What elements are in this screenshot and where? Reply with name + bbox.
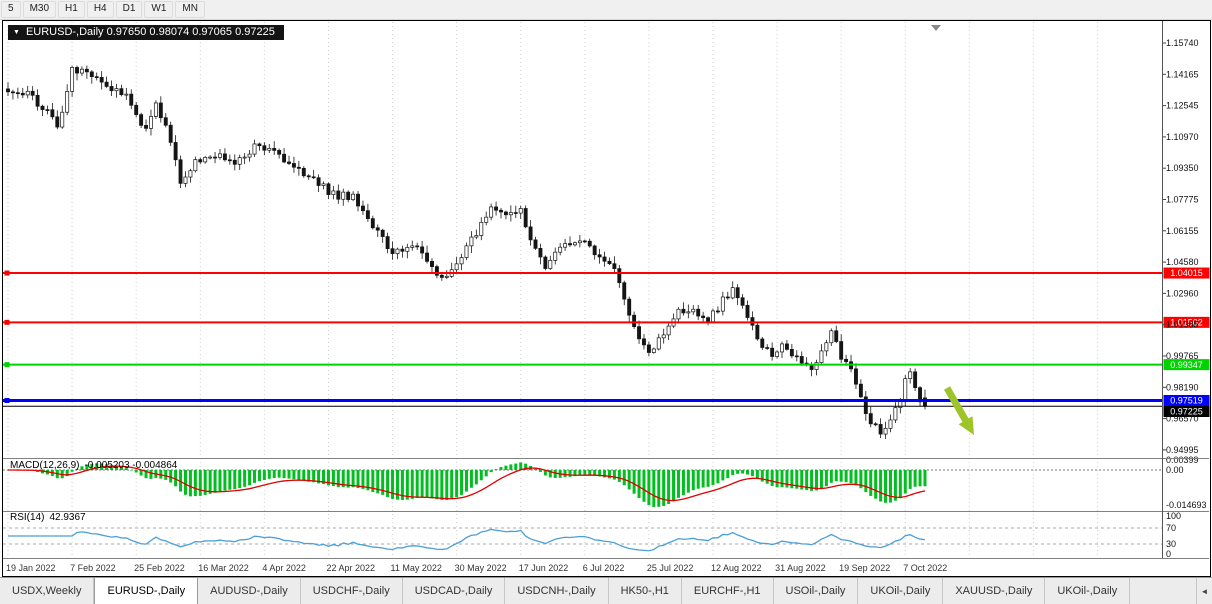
panel-borders	[2, 20, 1211, 577]
horizontal-lines-layer: 1.04015 1.01502 0.99347 0.97519	[3, 267, 1210, 406]
svg-text:100: 100	[1166, 511, 1181, 521]
svg-text:1.06155: 1.06155	[1166, 226, 1199, 236]
svg-text:16 Mar 2022: 16 Mar 2022	[198, 563, 249, 573]
timeframe-button-h1[interactable]: H1	[58, 1, 85, 18]
svg-text:11 May 2022: 11 May 2022	[391, 563, 442, 573]
chart-window: 1.04015 1.01502 0.99347 0.97519 0.97225 1.157…	[0, 20, 1212, 577]
current-price-layer: 0.97225	[3, 405, 1210, 417]
svg-text:25 Jul 2022: 25 Jul 2022	[647, 563, 694, 573]
price-axis: 1.15740 1.14165 1.12545 1.10970 1.09350 1.077…	[1162, 38, 1199, 455]
svg-text:25 Feb 2022: 25 Feb 2022	[134, 563, 185, 573]
svg-text:0.94995: 0.94995	[1166, 445, 1199, 455]
svg-text:0.99347: 0.99347	[1170, 360, 1203, 370]
tab-eurchf-h1[interactable]: EURCHF-,H1	[681, 578, 774, 604]
timeframe-button-5[interactable]: 5	[1, 1, 21, 18]
svg-text:30 May 2022: 30 May 2022	[455, 563, 507, 573]
svg-text:1.02960: 1.02960	[1166, 288, 1199, 298]
svg-text:1.10970: 1.10970	[1166, 132, 1199, 142]
svg-text:7 Oct 2022: 7 Oct 2022	[903, 563, 947, 573]
svg-text:1.07775: 1.07775	[1166, 195, 1199, 205]
tab-ukoil-daily[interactable]: UKOil-,Daily	[1045, 578, 1131, 604]
chart-canvas[interactable]: 1.040151.015020.993470.975190.972251.157…	[0, 20, 1212, 577]
tab-ukoil-daily[interactable]: UKOil-,Daily	[858, 578, 944, 604]
rsi-value: 42.9367	[49, 512, 86, 523]
svg-text:70: 70	[1166, 523, 1176, 533]
macd-indicator-label: MACD(12,26,9) -0.005203 -0.004864	[10, 460, 177, 471]
svg-text:19 Sep 2022: 19 Sep 2022	[839, 563, 890, 573]
rsi-axis: 100 70 300	[1166, 511, 1181, 559]
svg-text:0.98190: 0.98190	[1166, 382, 1199, 392]
grid-lines	[7, 22, 1099, 558]
tab-scroll-left-button[interactable]: ◄	[1196, 578, 1212, 604]
svg-text:0.97225: 0.97225	[1170, 407, 1203, 417]
tab-usoil-daily[interactable]: USOil-,Daily	[773, 578, 859, 604]
chart-title-text: EURUSD-,Daily 0.97650 0.98074 0.97065 0.…	[25, 26, 275, 38]
svg-text:0.96570: 0.96570	[1166, 414, 1199, 424]
tab-usdcad-daily[interactable]: USDCAD-,Daily	[402, 578, 506, 604]
svg-text:0: 0	[1166, 549, 1171, 559]
timeframe-button-d1[interactable]: D1	[115, 1, 143, 18]
rsi-name: RSI(14)	[10, 512, 45, 523]
tab-eurusd-daily[interactable]: EURUSD-,Daily	[94, 578, 199, 604]
chart-title-bar[interactable]: ▼ EURUSD-,Daily 0.97650 0.98074 0.97065 …	[8, 25, 284, 40]
svg-text:1.01502: 1.01502	[1170, 318, 1203, 328]
svg-text:12 Aug 2022: 12 Aug 2022	[711, 563, 762, 573]
timeframe-button-w1[interactable]: W1	[144, 1, 174, 18]
chart-menu-icon[interactable]: ▼	[13, 29, 20, 36]
svg-text:1.15740: 1.15740	[1166, 38, 1199, 48]
arrow-annotation[interactable]	[944, 386, 974, 435]
svg-text:22 Apr 2022: 22 Apr 2022	[326, 563, 375, 573]
timeframe-button-mn[interactable]: MN	[175, 1, 205, 18]
tab-usdx-weekly[interactable]: USDX,Weekly	[0, 578, 95, 604]
svg-text:31 Aug 2022: 31 Aug 2022	[775, 563, 826, 573]
svg-text:1.01385: 1.01385	[1166, 320, 1199, 330]
macd-values: -0.005203 -0.004864	[84, 460, 178, 471]
svg-text:7 Feb 2022: 7 Feb 2022	[70, 563, 116, 573]
svg-text:1.04580: 1.04580	[1166, 257, 1199, 267]
svg-text:1.14165: 1.14165	[1166, 69, 1199, 79]
svg-text:1.12545: 1.12545	[1166, 101, 1199, 111]
timeframe-toolbar: 5 M30 H1 H4 D1 W1 MN	[0, 0, 1212, 20]
timeframe-button-h4[interactable]: H4	[86, 1, 114, 18]
macd-panel	[3, 462, 1162, 507]
svg-text:0.97519: 0.97519	[1170, 396, 1203, 406]
tab-hk50-h1[interactable]: HK50-,H1	[608, 578, 682, 604]
svg-text:30: 30	[1166, 539, 1176, 549]
svg-text:1.09350: 1.09350	[1166, 163, 1199, 173]
svg-text:0.00399: 0.00399	[1166, 455, 1199, 465]
svg-text:0.00: 0.00	[1166, 465, 1184, 475]
svg-text:1.04015: 1.04015	[1170, 268, 1203, 278]
svg-text:0.99765: 0.99765	[1166, 351, 1199, 361]
tab-usdcnh-daily[interactable]: USDCNH-,Daily	[505, 578, 609, 604]
chart-shift-marker-icon	[931, 25, 941, 31]
svg-text:19 Jan 2022: 19 Jan 2022	[6, 563, 56, 573]
svg-text:6 Jul 2022: 6 Jul 2022	[583, 563, 625, 573]
svg-text:-0.014693: -0.014693	[1166, 500, 1207, 510]
candles-layer	[6, 65, 927, 439]
macd-name: MACD(12,26,9)	[10, 460, 80, 471]
tab-audusd-daily[interactable]: AUDUSD-,Daily	[198, 578, 301, 604]
symbol-tabbar: USDX,Weekly EURUSD-,Daily AUDUSD-,Daily USD…	[0, 577, 1212, 604]
rsi-indicator-label: RSI(14) 42.9367	[10, 512, 86, 523]
svg-text:4 Apr 2022: 4 Apr 2022	[262, 563, 306, 573]
date-axis: 19 Jan 2022 7 Feb 2022 25 Feb 2022 16 Mar 2…	[6, 563, 947, 573]
tab-xauusd-daily[interactable]: XAUUSD-,Daily	[943, 578, 1046, 604]
svg-text:17 Jun 2022: 17 Jun 2022	[519, 563, 569, 573]
timeframe-button-m30[interactable]: M30	[22, 1, 57, 18]
rsi-panel	[3, 527, 1162, 552]
tab-usdchf-daily[interactable]: USDCHF-,Daily	[300, 578, 403, 604]
